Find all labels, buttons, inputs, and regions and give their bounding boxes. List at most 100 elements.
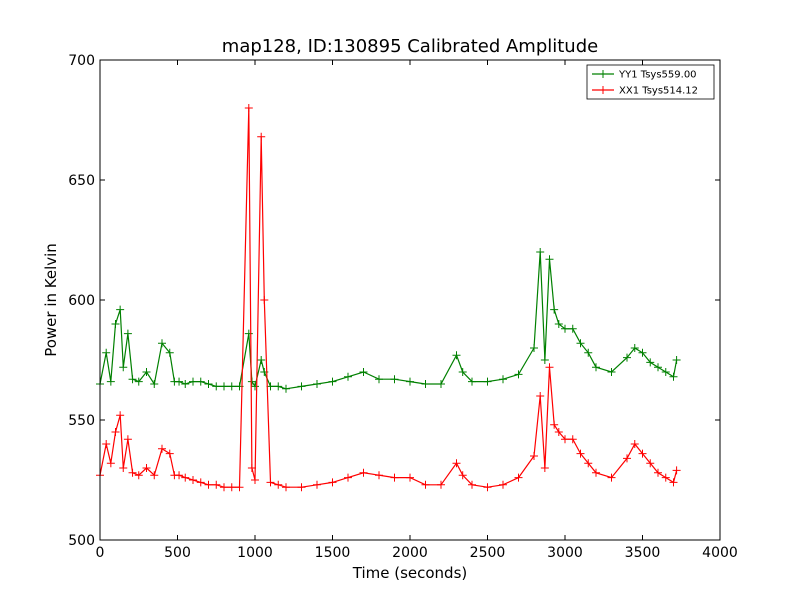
data-point xyxy=(142,464,151,472)
data-point xyxy=(297,382,306,391)
data-point xyxy=(344,473,352,482)
x-tick-label: 1500 xyxy=(315,545,351,561)
data-point xyxy=(584,459,593,468)
legend-marker xyxy=(599,86,607,94)
y-tick-label: 600 xyxy=(68,293,95,309)
chart-title: map128, ID:130895 Calibrated Amplitude xyxy=(222,36,598,57)
data-point xyxy=(390,473,399,482)
data-point xyxy=(630,440,639,448)
data-point xyxy=(102,348,111,357)
legend-label: YY1 Tsys559.00 xyxy=(618,70,697,81)
data-point xyxy=(235,483,244,492)
data-point xyxy=(134,471,143,480)
data-point xyxy=(227,483,236,492)
data-point xyxy=(536,248,545,256)
data-point xyxy=(514,473,523,482)
data-point xyxy=(128,375,137,384)
data-point xyxy=(406,473,414,482)
data-point xyxy=(499,480,507,489)
data-point xyxy=(421,480,430,489)
data-point xyxy=(669,478,678,487)
data-point xyxy=(554,428,563,436)
x-tick-label: 0 xyxy=(96,545,105,561)
data-point xyxy=(220,382,228,391)
data-point xyxy=(540,356,549,364)
data-point xyxy=(514,370,523,379)
data-point xyxy=(116,305,125,314)
data-point xyxy=(592,468,600,477)
data-point xyxy=(123,329,132,338)
data-point xyxy=(266,478,275,487)
data-point xyxy=(437,480,445,489)
data-point xyxy=(128,468,137,477)
data-point xyxy=(452,459,461,468)
data-point xyxy=(669,372,678,381)
data-point xyxy=(165,449,174,458)
data-point xyxy=(313,380,321,388)
legend-marker xyxy=(599,70,607,78)
x-axis-label: Time (seconds) xyxy=(352,564,468,582)
data-point xyxy=(116,411,125,420)
data-point xyxy=(282,384,290,393)
data-point xyxy=(607,368,616,376)
data-point xyxy=(561,324,569,333)
data-point xyxy=(227,382,236,391)
data-point xyxy=(119,464,128,472)
y-tick-label: 700 xyxy=(68,53,95,69)
x-tick-label: 3500 xyxy=(625,545,661,561)
data-point xyxy=(251,382,259,391)
data-point xyxy=(568,435,577,444)
y-tick-label: 550 xyxy=(68,413,95,429)
x-tick-label: 4000 xyxy=(702,545,738,561)
x-tick-label: 1000 xyxy=(237,545,273,561)
data-point xyxy=(390,375,399,384)
data-point xyxy=(646,358,655,367)
data-point xyxy=(458,368,467,376)
legend-box xyxy=(586,64,715,100)
data-point xyxy=(452,351,461,360)
data-point xyxy=(545,255,554,264)
data-point xyxy=(247,377,256,386)
data-point xyxy=(274,382,283,391)
data-point xyxy=(550,305,559,314)
data-point xyxy=(568,324,577,333)
data-point xyxy=(260,296,269,304)
y-tick-label: 500 xyxy=(68,533,95,549)
series-1 xyxy=(96,248,681,393)
data-point xyxy=(247,464,256,472)
data-point xyxy=(654,363,662,372)
data-point xyxy=(576,449,585,458)
data-point xyxy=(111,320,120,328)
data-point xyxy=(530,344,538,352)
data-point xyxy=(672,466,681,475)
data-point xyxy=(274,480,283,489)
data-point xyxy=(344,372,352,381)
y-axis-label: Power in Kelvin xyxy=(42,243,60,357)
data-point xyxy=(196,478,205,487)
data-point xyxy=(540,464,549,472)
data-point xyxy=(359,468,368,477)
data-point xyxy=(421,380,430,388)
data-point xyxy=(313,480,321,489)
data-point xyxy=(196,377,205,386)
data-point xyxy=(142,368,151,376)
data-point xyxy=(158,444,166,453)
data-point xyxy=(204,480,213,489)
data-point xyxy=(607,473,616,482)
data-point xyxy=(175,471,184,480)
data-point xyxy=(468,377,476,386)
data-point xyxy=(328,377,337,386)
data-point xyxy=(550,420,559,429)
data-point xyxy=(212,480,221,489)
data-point xyxy=(189,476,197,484)
data-point xyxy=(175,377,184,386)
data-point xyxy=(134,377,143,386)
data-point xyxy=(375,471,383,480)
data-point xyxy=(150,471,159,480)
data-point xyxy=(244,104,253,112)
data-point xyxy=(661,473,670,482)
data-point xyxy=(119,363,128,372)
data-point xyxy=(638,348,647,357)
data-point xyxy=(181,473,190,482)
